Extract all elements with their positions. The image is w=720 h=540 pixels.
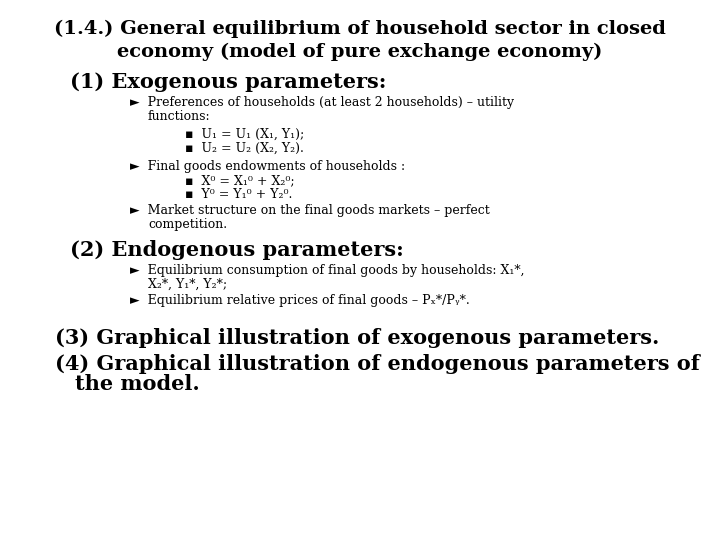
Text: (3) Graphical illustration of exogenous parameters.: (3) Graphical illustration of exogenous … [55, 328, 660, 348]
Text: the model.: the model. [75, 374, 199, 394]
Text: X₂*, Y₁*, Y₂*;: X₂*, Y₁*, Y₂*; [148, 278, 227, 291]
Text: ▪  Y⁰ = Y₁⁰ + Y₂⁰.: ▪ Y⁰ = Y₁⁰ + Y₂⁰. [185, 188, 292, 201]
Text: competition.: competition. [148, 218, 227, 231]
Text: ►  Market structure on the final goods markets – perfect: ► Market structure on the final goods ma… [130, 204, 490, 217]
Text: (2) Endogenous parameters:: (2) Endogenous parameters: [70, 240, 404, 260]
Text: functions:: functions: [148, 110, 211, 123]
Text: economy (model of pure exchange economy): economy (model of pure exchange economy) [117, 43, 603, 61]
Text: (4) Graphical illustration of endogenous parameters of: (4) Graphical illustration of endogenous… [55, 354, 700, 374]
Text: ▪  U₁ = U₁ (X₁, Y₁);: ▪ U₁ = U₁ (X₁, Y₁); [185, 128, 305, 141]
Text: ▪  U₂ = U₂ (X₂, Y₂).: ▪ U₂ = U₂ (X₂, Y₂). [185, 142, 304, 155]
Text: (1) Exogenous parameters:: (1) Exogenous parameters: [70, 72, 387, 92]
Text: ►  Equilibrium relative prices of final goods – Pₓ*/Pᵧ*.: ► Equilibrium relative prices of final g… [130, 294, 469, 307]
Text: (1.4.) General equilibrium of household sector in closed: (1.4.) General equilibrium of household … [54, 20, 666, 38]
Text: ►  Equilibrium consumption of final goods by households: X₁*,: ► Equilibrium consumption of final goods… [130, 264, 524, 277]
Text: ►  Final goods endowments of households :: ► Final goods endowments of households : [130, 160, 405, 173]
Text: ▪  X⁰ = X₁⁰ + X₂⁰;: ▪ X⁰ = X₁⁰ + X₂⁰; [185, 174, 294, 187]
Text: ►  Preferences of households (at least 2 households) – utility: ► Preferences of households (at least 2 … [130, 96, 514, 109]
